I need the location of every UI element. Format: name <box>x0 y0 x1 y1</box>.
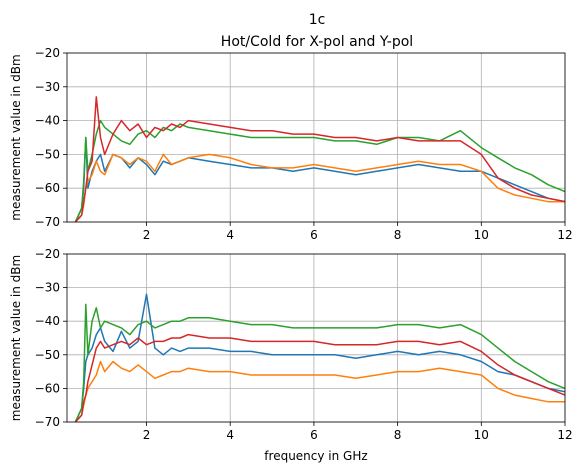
y-tick-label: −60 <box>35 381 60 395</box>
series-line-3 <box>74 119 565 222</box>
x-tick-label: 4 <box>226 228 234 242</box>
x-tick-label: 10 <box>474 228 489 242</box>
series-line-2 <box>74 153 565 222</box>
bottom-panel: 2 4 6 8 10 12 −70 −60 −50 −40 −30 −20 measurement va… <box>9 247 573 463</box>
x-tick-label: 12 <box>557 428 572 442</box>
figure-title: 1c <box>309 12 326 28</box>
series-line-4 <box>74 96 565 222</box>
y-axis-label: measurement value in dBm <box>9 54 23 220</box>
x-tick-label: 6 <box>310 228 318 242</box>
y-tick-label: −30 <box>35 281 60 295</box>
series-line-4 <box>74 333 565 422</box>
axes-frame <box>66 52 566 223</box>
y-tick-label: −70 <box>35 415 60 429</box>
x-tick-label: 8 <box>394 228 402 242</box>
x-tick-label: 10 <box>474 428 489 442</box>
y-tick-label: −50 <box>35 147 60 161</box>
x-axis-label: frequency in GHz <box>264 449 367 463</box>
figure-subtitle: Hot/Cold for X-pol and Y-pol <box>221 34 413 50</box>
y-tick-label: −60 <box>35 181 60 195</box>
y-tick-label: −20 <box>35 247 60 261</box>
series-line-1 <box>74 293 565 422</box>
y-tick-label: −70 <box>35 215 60 229</box>
y-tick-label: −40 <box>35 114 60 128</box>
axes-frame <box>66 253 566 423</box>
series-line-3 <box>74 303 565 422</box>
y-tick-label: −20 <box>35 46 60 60</box>
top-panel: 2 4 6 8 10 12 −70 −60 −50 −40 −30 −20 measurement va… <box>9 46 573 242</box>
x-tick-label: 6 <box>310 428 318 442</box>
y-axis-label: measurement value in dBm <box>9 255 23 421</box>
x-tick-label: 4 <box>226 428 234 442</box>
y-tick-label: −40 <box>35 314 60 328</box>
x-tick-label: 2 <box>143 428 151 442</box>
x-tick-label: 8 <box>394 428 402 442</box>
series-line-1 <box>74 136 565 222</box>
series-line-2 <box>74 360 565 422</box>
x-tick-label: 2 <box>143 228 151 242</box>
x-tick-label: 12 <box>557 228 572 242</box>
y-tick-label: −30 <box>35 80 60 94</box>
y-tick-label: −50 <box>35 348 60 362</box>
